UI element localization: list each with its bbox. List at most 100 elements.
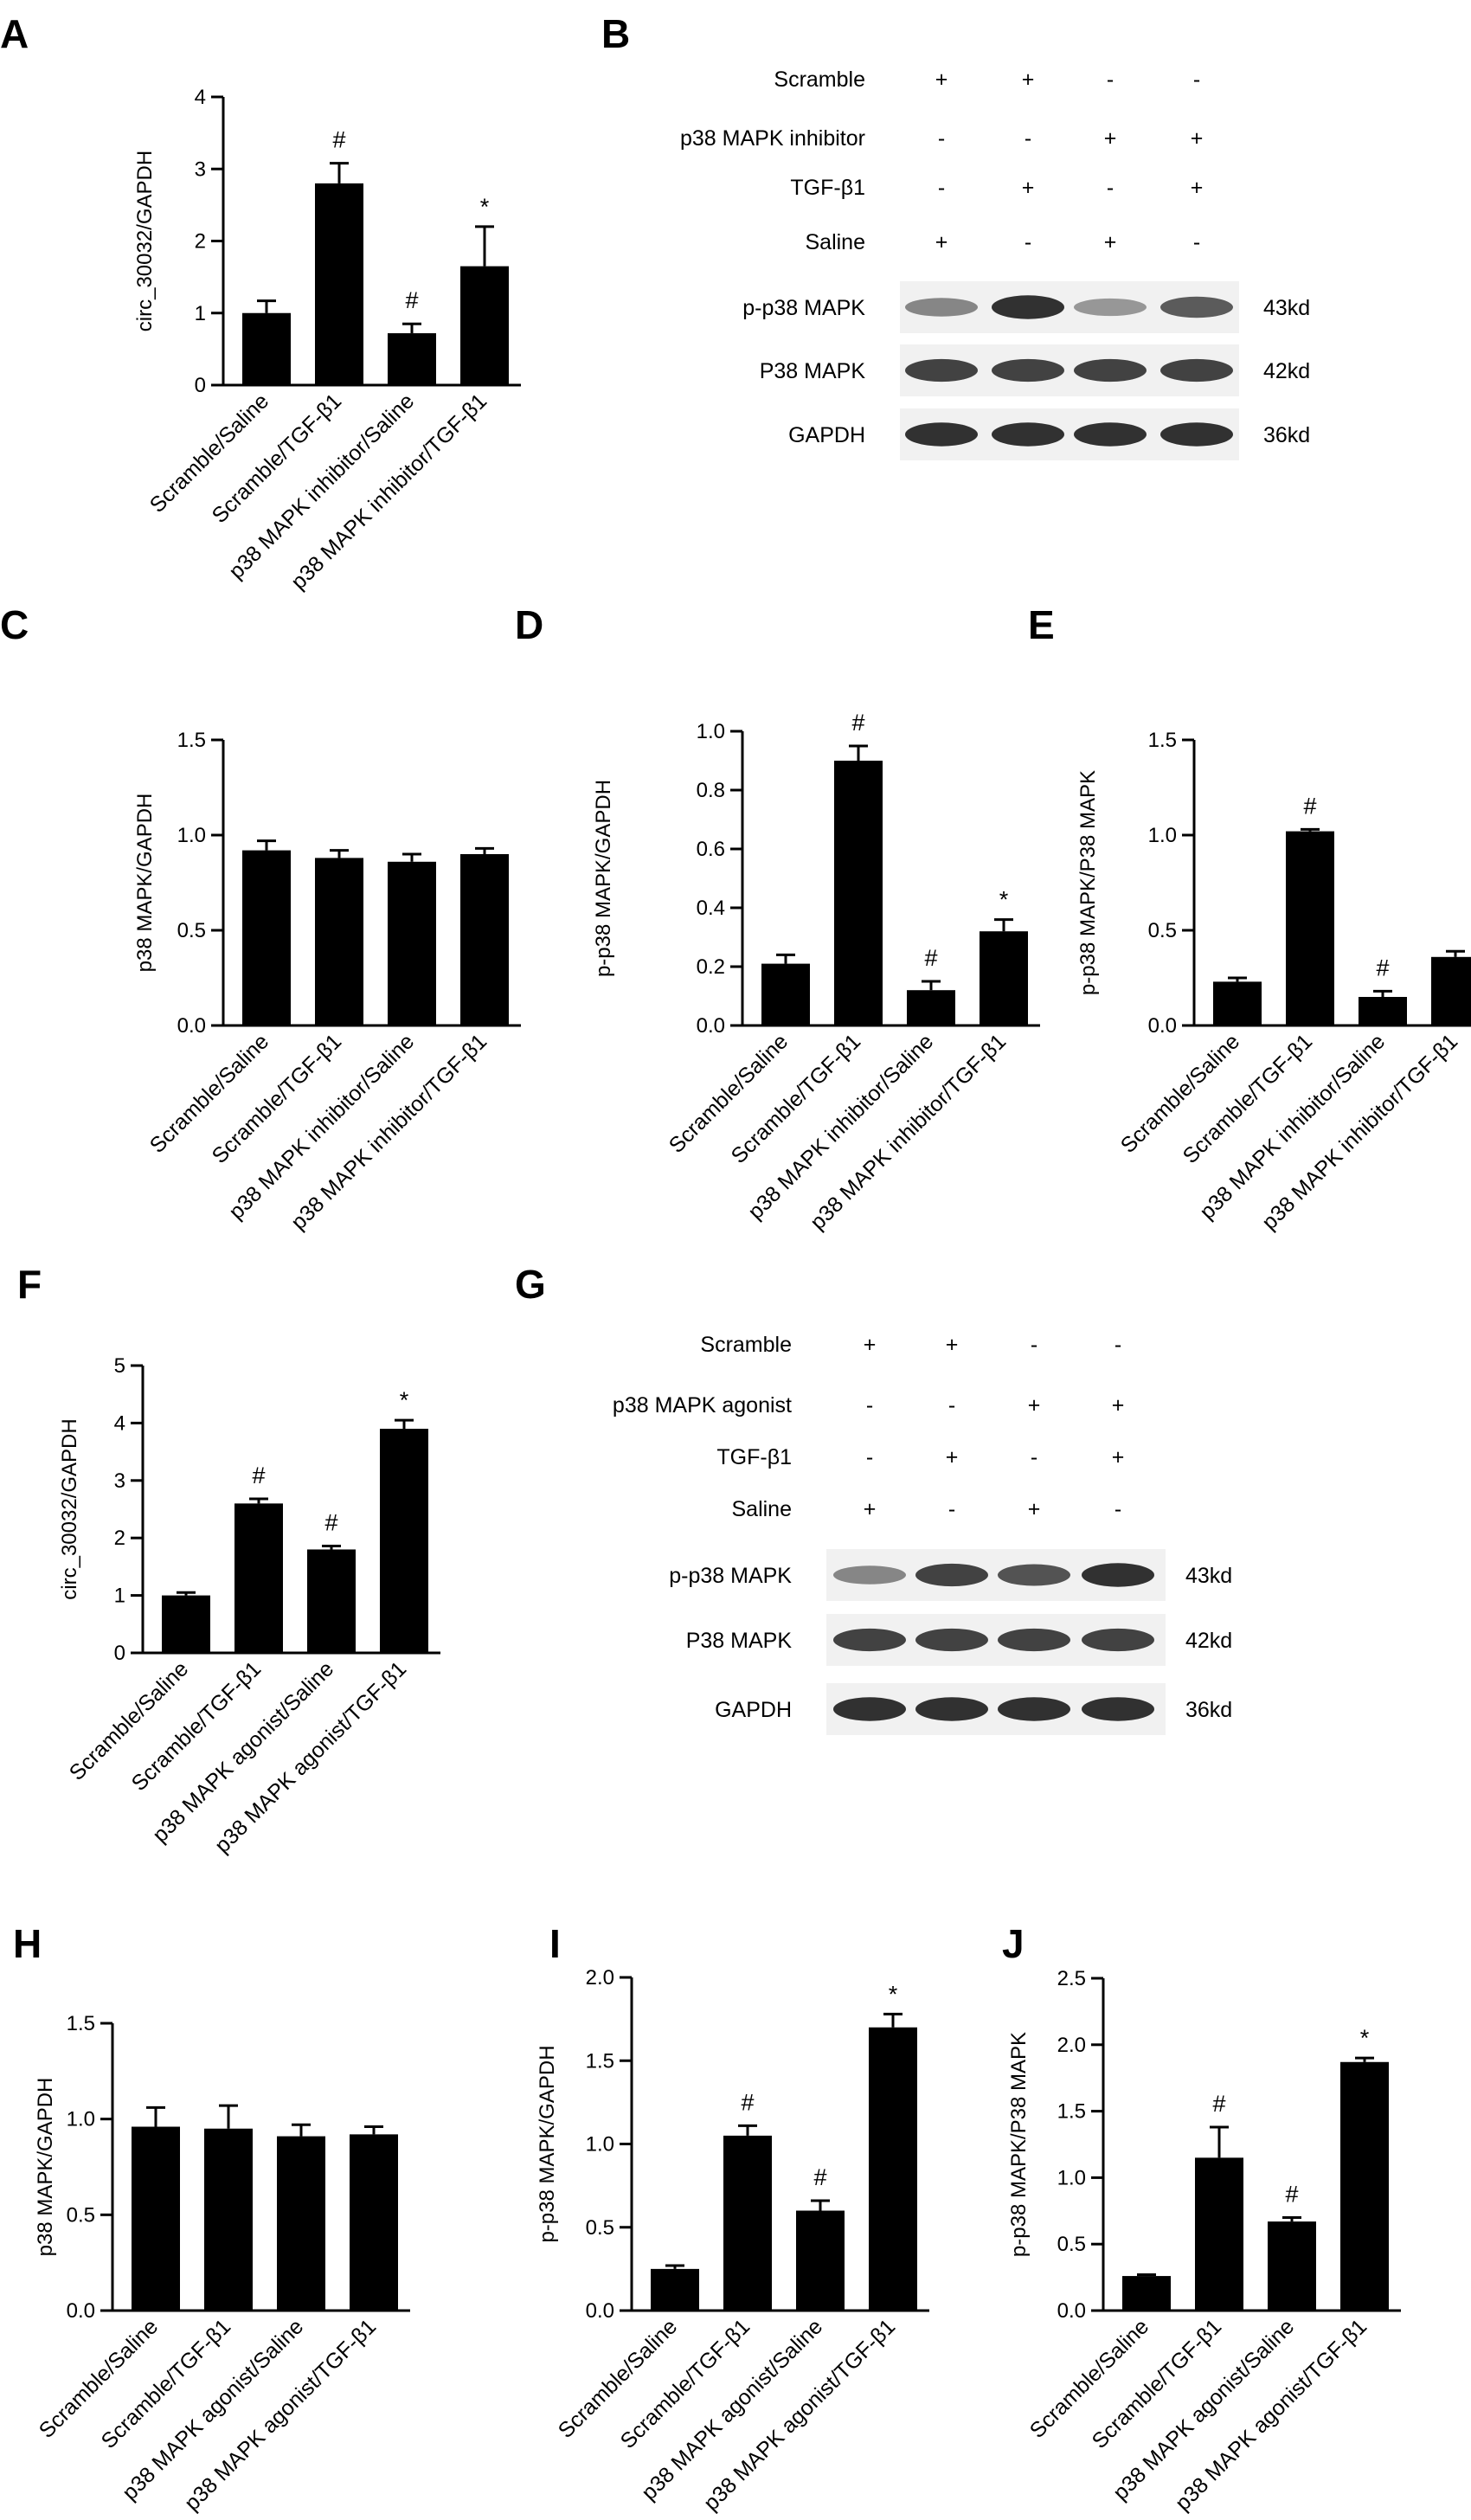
y-tick-label: 3 [195, 158, 206, 181]
blot-band [905, 298, 978, 317]
condition-sign: + [946, 1333, 959, 1357]
band-label: P38 MAPK [686, 1629, 793, 1653]
y-tick-label: 1.0 [177, 824, 206, 847]
significance-mark: * [400, 1387, 409, 1413]
bar [834, 761, 883, 1025]
panel-label: J [1002, 1921, 1025, 1966]
y-tick-label: 0 [114, 1642, 125, 1665]
significance-mark: # [405, 287, 418, 313]
panel-c: C 0.0 0.5 1.0 1.5 p38 MAPK/GAPDH Scramble/Sali… [0, 602, 521, 1235]
significance-mark: # [851, 710, 864, 736]
blot-band [1160, 296, 1233, 318]
category-label: Scramble/Saline [145, 389, 274, 518]
band-label: p-p38 MAPK [669, 1564, 792, 1588]
condition-label: Saline [806, 230, 866, 254]
category-label: Scramble/TGF-β1 [727, 1029, 866, 1168]
y-tick-label: 0.5 [1148, 919, 1177, 942]
panel-label: I [549, 1921, 561, 1966]
y-tick-label: 1.0 [697, 720, 725, 743]
y-tick-label: 2 [195, 230, 206, 254]
condition-sign: + [1191, 126, 1204, 151]
blot-band [992, 358, 1064, 382]
y-tick-label: 1.0 [67, 2108, 95, 2131]
condition-label: TGF-β1 [790, 176, 865, 200]
category-label: Scramble/Saline [1025, 2314, 1154, 2443]
blot-panel-g: G Scramble + + - - p38 MAPK agonist - - + + TGF-β1 -… [515, 1262, 1232, 1735]
condition-label: p38 MAPK inhibitor [680, 126, 865, 151]
bar [651, 2268, 699, 2311]
blot-band [1082, 1563, 1154, 1587]
condition-sign: - [938, 126, 945, 151]
bar [1213, 981, 1262, 1025]
panel-label: E [1028, 602, 1055, 647]
y-tick-label: 1.0 [1057, 2166, 1086, 2189]
significance-mark: # [332, 127, 345, 153]
significance-mark: # [1376, 955, 1389, 980]
category-label: Scramble/Saline [145, 1029, 274, 1158]
blot-band [905, 358, 978, 382]
band-size: 36kd [1263, 423, 1310, 447]
significance-mark: # [741, 2089, 754, 2115]
blot-band [1082, 1697, 1154, 1721]
blot-band [1082, 1628, 1154, 1652]
bar [242, 312, 291, 385]
significance-mark: # [324, 1509, 337, 1535]
bar [242, 850, 291, 1025]
y-tick-label: 2.0 [586, 1966, 614, 1990]
condition-sign: - [1031, 1333, 1037, 1357]
category-label: Scramble/TGF-β1 [208, 389, 347, 528]
significance-mark: # [1303, 793, 1316, 819]
blot-band [992, 295, 1064, 319]
y-axis-label: p-p38 MAPK/GAPDH [592, 780, 615, 977]
y-tick-label: 1.5 [1057, 2100, 1086, 2124]
condition-sign: - [866, 1445, 873, 1469]
condition-sign: + [864, 1497, 877, 1521]
band-size: 43kd [1263, 296, 1310, 320]
blot-band [992, 422, 1064, 447]
significance-mark: # [252, 1462, 265, 1488]
bar [204, 2128, 253, 2311]
y-tick-label: 0.2 [697, 955, 725, 979]
condition-sign: - [948, 1497, 955, 1521]
category-label: Scramble/TGF-β1 [127, 1656, 267, 1796]
condition-label: Scramble [774, 68, 865, 92]
condition-sign: - [866, 1393, 873, 1418]
condition-sign: + [1104, 126, 1117, 151]
condition-sign: + [935, 68, 948, 92]
condition-sign: + [946, 1445, 959, 1469]
significance-mark: # [813, 2164, 826, 2190]
blot-band [998, 1564, 1070, 1586]
y-tick-label: 0.0 [1057, 2299, 1086, 2323]
category-label: Scramble/TGF-β1 [1179, 1029, 1318, 1168]
y-tick-label: 0.0 [697, 1014, 725, 1038]
blot-band [1160, 422, 1233, 447]
band-size: 42kd [1185, 1629, 1232, 1653]
y-tick-label: 2 [114, 1527, 125, 1550]
condition-sign: - [1107, 176, 1114, 200]
condition-label: Scramble [700, 1333, 792, 1357]
blot-band [998, 1628, 1070, 1652]
condition-sign: - [1107, 68, 1114, 92]
blot-band [1074, 358, 1147, 382]
panel-h: H 0.0 0.5 1.0 1.5 p38 MAPK/GAPDH Scramble/Sali… [13, 1921, 410, 2516]
significance-mark: * [480, 194, 490, 220]
bar [723, 2135, 772, 2311]
category-label: Scramble/Saline [65, 1656, 194, 1785]
condition-sign: + [1112, 1445, 1125, 1469]
condition-sign: - [1114, 1497, 1121, 1521]
significance-mark: # [1212, 2091, 1225, 2117]
bar [1268, 2221, 1316, 2311]
band-size: 36kd [1185, 1698, 1232, 1722]
y-axis-label: p38 MAPK/GAPDH [34, 2078, 57, 2257]
y-tick-label: 1 [114, 1585, 125, 1608]
y-tick-label: 4 [114, 1411, 125, 1435]
panel-label: A [0, 11, 29, 56]
y-tick-label: 0 [195, 374, 206, 397]
bar [980, 931, 1028, 1025]
y-tick-label: 0.5 [67, 2203, 95, 2227]
panel-i: I 0.0 0.5 1.0 1.5 2.0 p-p38 MAPK/GAPDH Scramble… [536, 1921, 929, 2516]
y-tick-label: 0.0 [67, 2299, 95, 2323]
panel-label: G [515, 1262, 546, 1307]
y-tick-label: 0.8 [697, 779, 725, 802]
y-tick-label: 5 [114, 1354, 125, 1378]
